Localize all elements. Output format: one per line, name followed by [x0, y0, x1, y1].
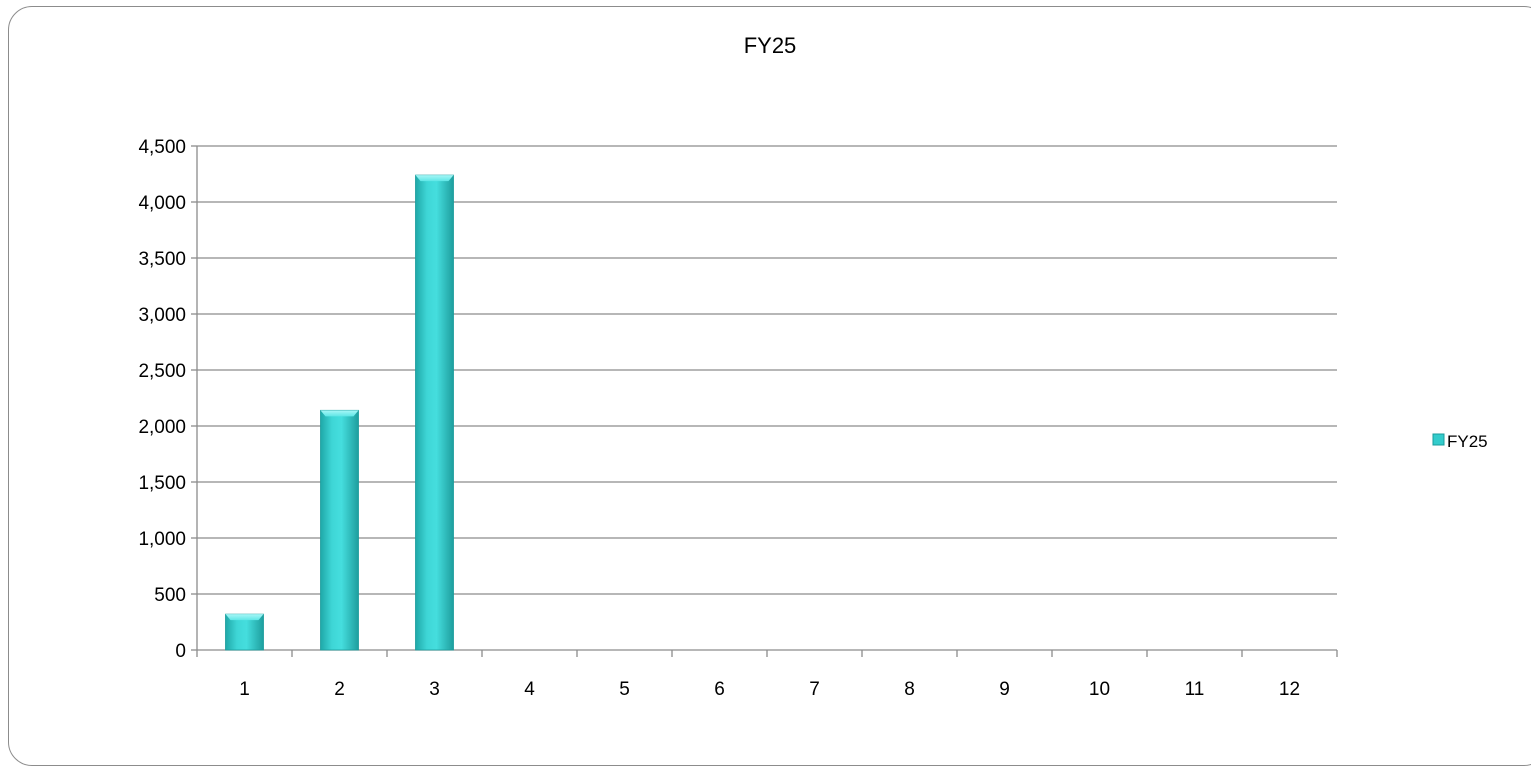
bar: [320, 409, 359, 651]
bar-body: [320, 409, 359, 651]
y-tick-label: 3,500: [138, 249, 186, 270]
y-tick-label: 2,500: [138, 361, 186, 382]
x-tick-label: 1: [239, 679, 250, 700]
x-axis-ticks: 1 2 3 4 5 6 7 8 9 10 11 12: [196, 650, 1338, 700]
x-tick-label: 2: [334, 679, 345, 700]
x-tick-label: 12: [1279, 679, 1300, 700]
x-tick-label: 3: [429, 679, 440, 700]
x-tick-label: 6: [714, 679, 725, 700]
y-tick-label: 1,500: [138, 473, 186, 494]
bar-chart: FY25 0 500 1,000 1,500 2,000 2,500 3,000 3,500 4…: [138, 33, 1488, 700]
y-tick-label: 3,000: [138, 305, 186, 326]
y-tick-label: 2,000: [138, 417, 186, 438]
legend-label: FY25: [1447, 432, 1488, 451]
bar-bevel: [320, 410, 359, 417]
bars: [225, 174, 454, 651]
bar-bevel: [415, 175, 454, 182]
y-axis-ticks: 0 500 1,000 1,500 2,000 2,500 3,000 3,500 4,000 4…: [138, 137, 197, 662]
chart-title: FY25: [744, 33, 797, 58]
x-tick-label: 11: [1185, 679, 1205, 700]
legend: FY25: [1432, 432, 1488, 451]
bar: [415, 174, 454, 651]
x-tick-label: 10: [1089, 679, 1110, 700]
bar-bevel: [225, 614, 264, 621]
y-tick-label: 0: [175, 641, 186, 662]
x-tick-label: 7: [809, 679, 820, 700]
x-tick-label: 9: [999, 679, 1010, 700]
bar-body: [415, 174, 454, 651]
y-tick-label: 500: [154, 585, 186, 606]
y-tick-label: 4,000: [138, 193, 186, 214]
x-tick-label: 8: [904, 679, 915, 700]
y-tick-label: 1,000: [138, 529, 186, 550]
gridlines: [196, 145, 1337, 651]
bar: [225, 613, 264, 651]
x-tick-label: 4: [524, 679, 535, 700]
y-tick-label: 4,500: [138, 137, 186, 158]
legend-swatch: [1432, 433, 1445, 446]
x-tick-label: 5: [619, 679, 630, 700]
